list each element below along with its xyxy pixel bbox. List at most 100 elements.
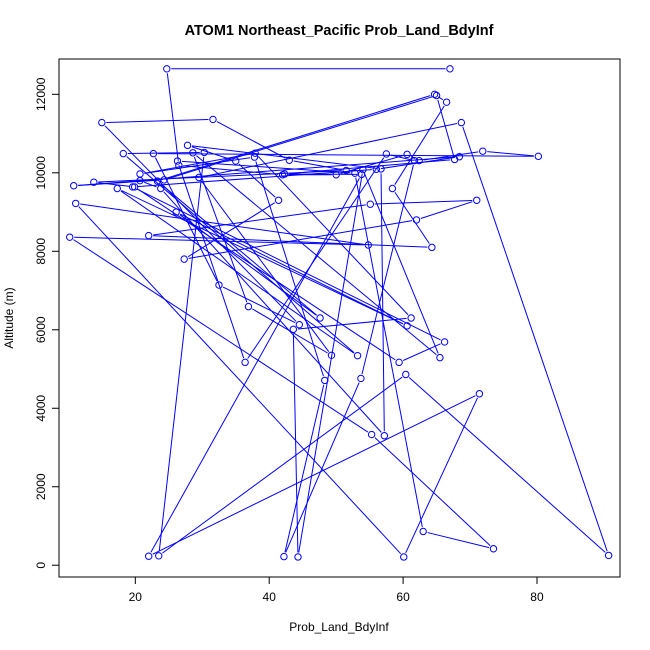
data-point [145,552,153,560]
data-point [90,178,98,186]
y-tick-label: 10000 [34,156,48,190]
y-axis-label: Altitude (m) [2,287,16,348]
series-segment [188,220,413,259]
series-segment [247,157,385,359]
series-segment [487,151,534,157]
series-segment [126,156,355,354]
series-segment [163,191,382,433]
data-point [412,216,421,224]
y-tick-label: 6000 [34,316,48,343]
data-point [136,176,144,185]
series-segment [178,165,245,359]
data-point [432,91,441,100]
data-point [163,65,171,73]
data-point [250,153,259,161]
x-tick-label: 60 [396,590,410,604]
series-segment [161,95,431,181]
series-segment [74,236,364,246]
series-segment [394,105,445,185]
data-point [157,184,165,193]
data-point [295,320,304,329]
data-point [403,150,411,159]
series-segment [73,239,369,433]
data-point [342,166,350,175]
data-point [66,233,74,241]
series-segment [420,201,473,219]
data-point [280,552,288,561]
x-tick-label: 20 [129,590,143,604]
series-segment [158,156,205,552]
data-point [332,171,340,179]
series-segment [201,180,330,352]
data-point [72,199,80,208]
series-segment [462,126,608,552]
series-segment [191,146,232,161]
series-segment [374,437,491,547]
series-segment [168,96,433,180]
data-point [380,432,389,440]
series-segment [166,73,179,161]
series-segment [138,189,396,361]
y-tick-label: 4000 [34,395,48,422]
data-point [113,184,121,193]
data-point [367,430,376,439]
series-segment [298,174,363,553]
data-point [440,338,449,346]
data-point [209,115,217,124]
series-segment [106,119,209,123]
data-point [430,90,439,99]
series-segment [187,202,276,258]
data-point [534,152,543,161]
y-axis: 0 2000 4000 6000 8000 10000 12000 [34,77,60,569]
data-point [285,156,293,164]
series-lines [73,68,608,555]
data-point [155,552,163,560]
y-tick-label: 8000 [34,238,48,265]
series-segment [191,145,377,169]
series-segment [193,156,248,303]
series-segment [150,178,360,553]
series-segment [355,177,423,528]
series-segment [153,204,366,236]
data-point [98,118,106,127]
data-point [232,157,240,165]
series-segment [394,191,430,244]
y-tick-label: 12000 [34,77,48,111]
data-point [128,183,137,191]
series-segment [121,189,404,325]
data-point [195,173,203,182]
x-tick-label: 40 [263,590,277,604]
data-point [372,165,381,173]
data-point [395,358,403,367]
data-point [189,149,197,157]
data-point [489,545,498,553]
data-point [382,150,391,158]
series-segment [152,395,476,555]
series-segment [380,173,385,432]
data-point [473,196,481,204]
series-segment [289,159,451,175]
data-point [402,370,410,379]
data-point [153,177,162,185]
series-segment [255,161,324,377]
data-point [183,141,192,150]
data-point [400,553,408,561]
data-point [316,314,324,322]
data-point [149,149,158,158]
series-segment [374,199,473,205]
series-segment [293,160,342,171]
x-axis: 20 40 60 80 [129,576,544,604]
series-segment [238,163,276,198]
series-segment [285,382,360,553]
data-point [377,165,385,173]
series-segment [183,165,279,175]
series-segment [257,156,409,316]
data-point [180,255,188,263]
data-point [442,98,451,106]
series-segment [284,384,325,553]
series-segment [292,333,299,553]
y-tick-label: 2000 [34,473,48,500]
series-segment [408,377,606,553]
data-point [173,157,182,165]
